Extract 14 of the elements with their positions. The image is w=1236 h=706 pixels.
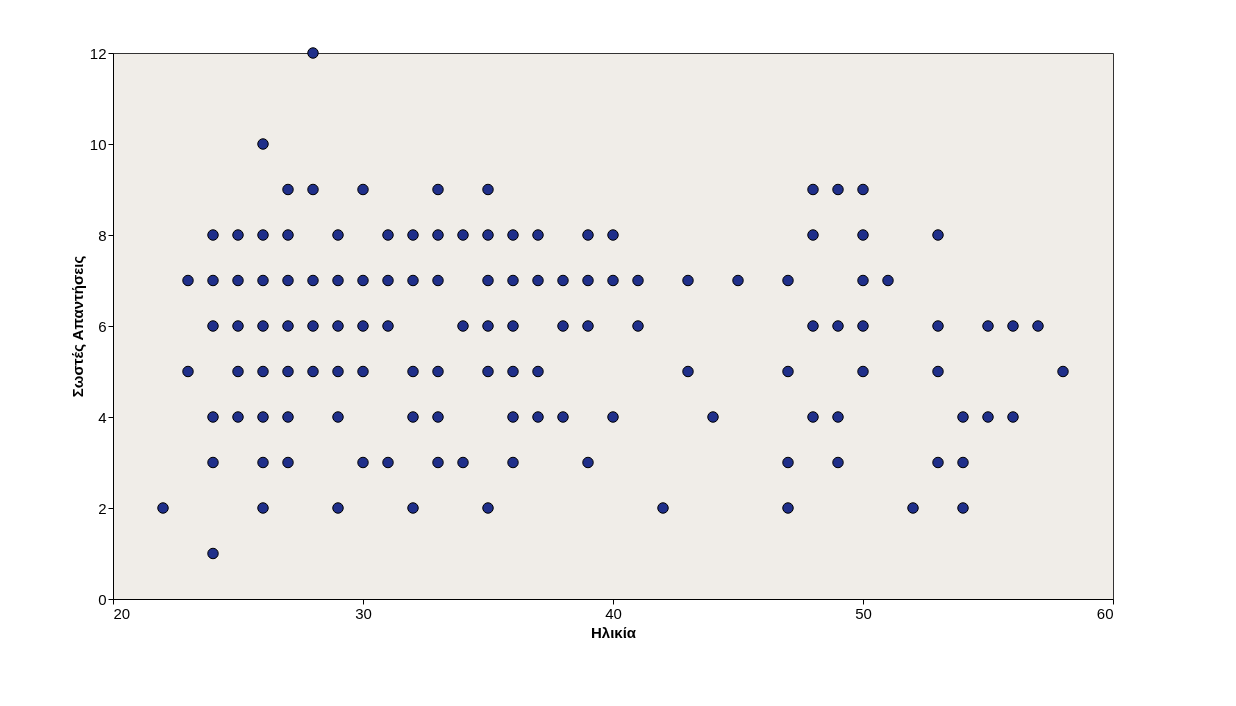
y-tick-label: 10 [89, 135, 107, 153]
x-tick-label: 50 [855, 604, 872, 622]
y-tick-label: 6 [98, 317, 107, 335]
y-tick-label: 4 [98, 408, 107, 426]
x-tick-label: 20 [113, 604, 131, 622]
x-tick-label: 40 [605, 604, 622, 622]
x-tick-label: 30 [355, 604, 372, 622]
y-tick-label: 8 [98, 226, 107, 244]
y-tick-label: 12 [89, 44, 107, 62]
x-axis-title: Ηλικία [590, 623, 637, 641]
y-tick-label: 0 [98, 590, 107, 608]
x-tick-label: 60 [1096, 604, 1114, 622]
y-tick-label: 2 [98, 499, 107, 517]
y-axis-title: Σωστές Απαντήσεις [68, 255, 86, 398]
